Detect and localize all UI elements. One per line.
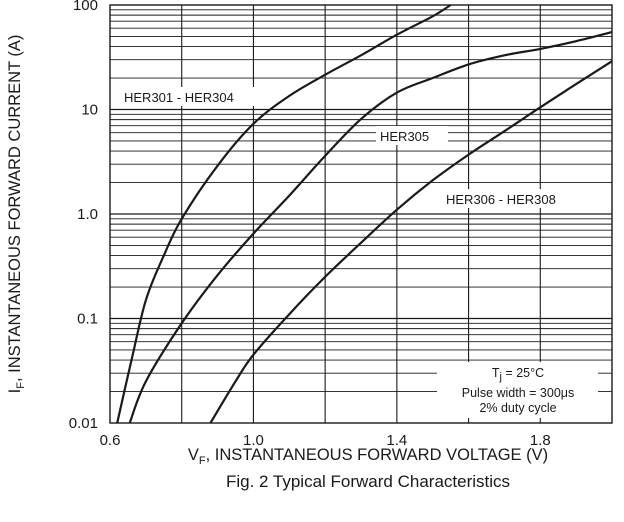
conditions-box: [437, 362, 598, 418]
x-tick-label: 0.6: [100, 432, 121, 449]
series-label-her301-her304: HER301 - HER304: [124, 90, 234, 105]
label-bg-her306: [442, 189, 593, 208]
pulse-width-annotation: Pulse width = 300μs: [462, 386, 574, 400]
duty-cycle-annotation: 2% duty cycle: [479, 401, 556, 415]
y-tick-label: 1.0: [77, 206, 98, 223]
label-bg-her301: [120, 87, 272, 106]
series-line-1: [128, 31, 613, 424]
y-axis-title: IF, INSTANTANEOUS FORWARD CURRENT (A): [6, 35, 27, 394]
x-tick-label: 1.0: [243, 432, 264, 449]
series-line-0: [116, 4, 452, 424]
label-bg-her305: [376, 126, 448, 145]
y-tick-label: 10: [81, 102, 98, 119]
x-tick-label: 1.4: [386, 432, 407, 449]
series-line-2: [209, 60, 613, 424]
figure-caption: Fig. 2 Typical Forward Characteristics: [226, 472, 510, 491]
series-label-her306-her308: HER306 - HER308: [446, 192, 556, 207]
y-tick-label: 100: [73, 0, 98, 14]
plot-frame: [109, 4, 613, 424]
series-label-her305: HER305: [380, 129, 429, 144]
tick-labels: 0.01 0.1 1.0 10 100 0.6 1.0 1.4 1.8: [69, 0, 551, 449]
temperature-annotation: Tj = 25°C: [492, 366, 544, 383]
curves: [116, 4, 613, 424]
y-tick-label: 0.1: [77, 311, 98, 328]
y-tick-label: 0.01: [69, 415, 98, 432]
x-tick-label: 1.8: [530, 432, 551, 449]
x-axis-title: VF, INSTANTANEOUS FORWARD VOLTAGE (V): [188, 446, 548, 467]
